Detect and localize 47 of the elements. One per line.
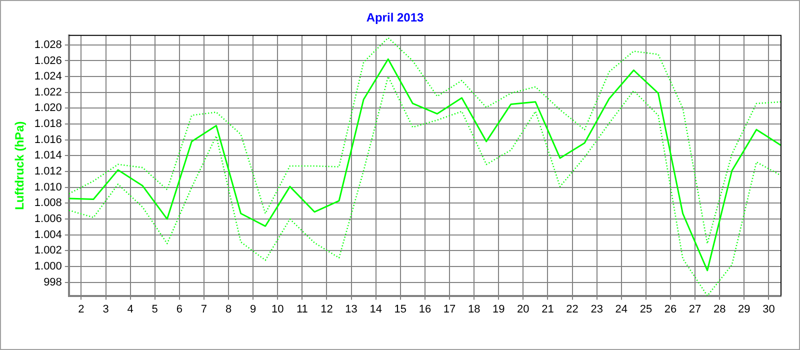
y-tick-label: 1.018 xyxy=(34,118,62,130)
y-tick-label: 1.028 xyxy=(34,38,62,51)
y-tick-label: 1.024 xyxy=(34,70,62,83)
x-tick-label: 24 xyxy=(615,303,628,316)
x-tick-label: 8 xyxy=(225,303,232,316)
x-tick-label: 26 xyxy=(664,303,677,316)
x-tick-label: 10 xyxy=(272,303,284,316)
y-tick-label: 1.020 xyxy=(34,102,62,114)
x-tick-label: 16 xyxy=(418,303,432,316)
x-tick-label: 29 xyxy=(738,303,750,316)
y-tick-label: 1.022 xyxy=(34,86,62,98)
x-tick-label: 21 xyxy=(542,303,554,316)
x-tick-label: 6 xyxy=(176,303,182,316)
y-tick-label: 1.006 xyxy=(34,213,62,226)
x-tick-label: 7 xyxy=(200,303,208,316)
x-tick-label: 20 xyxy=(517,303,530,316)
y-tick-label: 1.016 xyxy=(34,134,62,146)
y-tick-label: 998 xyxy=(44,276,62,288)
x-tick-label: 15 xyxy=(394,303,407,316)
y-tick-label: 1.004 xyxy=(34,228,62,241)
x-tick-label: 18 xyxy=(468,303,480,316)
y-axis-title: Luftdruck (hPa) xyxy=(12,121,27,210)
y-tick-label: 1.014 xyxy=(34,150,62,162)
x-tick-label: 22 xyxy=(566,303,578,316)
x-tick-label: 27 xyxy=(688,303,702,316)
x-tick-label: 4 xyxy=(127,303,134,316)
x-tick-label: 14 xyxy=(370,303,382,316)
x-tick-label: 13 xyxy=(345,303,358,316)
y-tick-label: 1.026 xyxy=(34,54,62,67)
x-tick-label: 2 xyxy=(78,303,84,316)
y-tick-label: 1.010 xyxy=(34,181,62,194)
x-tick-label: 28 xyxy=(713,303,726,316)
y-tick-label: 1.008 xyxy=(34,197,62,210)
x-tick-label: 5 xyxy=(152,303,158,316)
x-tick-label: 9 xyxy=(250,303,256,316)
x-tick-label: 23 xyxy=(590,303,603,316)
x-tick-label: 12 xyxy=(320,303,333,316)
y-tick-label: 1.012 xyxy=(34,166,62,178)
x-tick-label: 3 xyxy=(102,303,109,316)
x-tick-label: 11 xyxy=(296,303,308,316)
y-tick-label: 1.000 xyxy=(34,260,62,273)
x-tick-label: 30 xyxy=(762,303,775,316)
y-tick-label: 1.002 xyxy=(34,244,62,257)
chart-title: April 2013 xyxy=(366,10,424,25)
x-tick-label: 17 xyxy=(443,303,456,316)
x-tick-label: 19 xyxy=(492,303,505,316)
x-tick-label: 25 xyxy=(640,303,652,316)
